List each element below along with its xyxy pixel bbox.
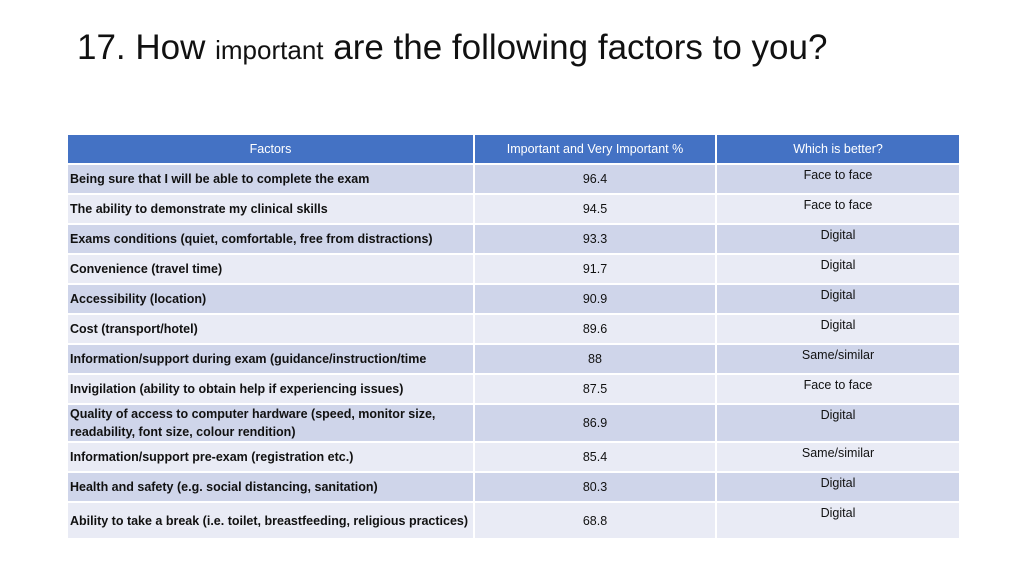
table-row: The ability to demonstrate my clinical s…: [68, 193, 959, 224]
percent-cell: 94.5: [474, 193, 717, 224]
percent-cell: 88: [474, 343, 717, 374]
percent-cell: 87.5: [474, 373, 717, 404]
better-cell: Face to face: [716, 193, 959, 224]
factor-cell: Ability to take a break (i.e. toilet, br…: [68, 501, 475, 538]
better-cell: Digital: [716, 501, 959, 538]
table-row: Invigilation (ability to obtain help if …: [68, 373, 959, 404]
better-cell: Digital: [716, 253, 959, 284]
factor-cell: Being sure that I will be able to comple…: [68, 163, 475, 194]
header-importance: Important and Very Important %: [474, 135, 717, 164]
table-row: Quality of access to computer hardware (…: [68, 403, 959, 442]
percent-cell: 90.9: [474, 283, 717, 314]
better-cell: Face to face: [716, 373, 959, 404]
percent-cell: 89.6: [474, 313, 717, 344]
factor-cell: Health and safety (e.g. social distancin…: [68, 471, 475, 502]
table-row: Being sure that I will be able to comple…: [68, 163, 959, 194]
better-cell: Same/similar: [716, 441, 959, 472]
slide-title: 17. How important are the following fact…: [77, 28, 827, 68]
factor-cell: The ability to demonstrate my clinical s…: [68, 193, 475, 224]
table-row: Accessibility (location) 90.9 Digital: [68, 283, 959, 314]
better-cell: Digital: [716, 283, 959, 314]
better-cell: Same/similar: [716, 343, 959, 374]
factor-cell: Cost (transport/hotel): [68, 313, 475, 344]
header-which-better: Which is better?: [716, 135, 959, 164]
factor-cell: Convenience (travel time): [68, 253, 475, 284]
better-cell: Digital: [716, 313, 959, 344]
percent-cell: 93.3: [474, 223, 717, 254]
factor-cell: Information/support during exam (guidanc…: [68, 343, 475, 374]
table-header-row: Factors Important and Very Important % W…: [68, 135, 959, 164]
factors-table: Factors Important and Very Important % W…: [68, 135, 959, 538]
table-row: Information/support during exam (guidanc…: [68, 343, 959, 374]
percent-cell: 91.7: [474, 253, 717, 284]
table-row: Cost (transport/hotel) 89.6 Digital: [68, 313, 959, 344]
better-cell: Digital: [716, 471, 959, 502]
factor-cell: Invigilation (ability to obtain help if …: [68, 373, 475, 404]
factor-cell: Exams conditions (quiet, comfortable, fr…: [68, 223, 475, 254]
table-row: Information/support pre-exam (registrati…: [68, 441, 959, 472]
factor-cell: Accessibility (location): [68, 283, 475, 314]
table-row: Convenience (travel time) 91.7 Digital: [68, 253, 959, 284]
percent-cell: 86.9: [474, 403, 717, 442]
better-cell: Digital: [716, 223, 959, 254]
percent-cell: 96.4: [474, 163, 717, 194]
title-part-2: important: [215, 35, 324, 65]
header-factors: Factors: [68, 135, 475, 164]
title-part-1: 17. How: [77, 28, 216, 67]
percent-cell: 68.8: [474, 501, 717, 538]
percent-cell: 85.4: [474, 441, 717, 472]
title-part-3: are the following factors to you?: [323, 28, 828, 67]
percent-cell: 80.3: [474, 471, 717, 502]
factor-cell: Quality of access to computer hardware (…: [68, 403, 475, 442]
table-row: Exams conditions (quiet, comfortable, fr…: [68, 223, 959, 254]
factor-cell: Information/support pre-exam (registrati…: [68, 441, 475, 472]
table-row: Ability to take a break (i.e. toilet, br…: [68, 501, 959, 538]
better-cell: Digital: [716, 403, 959, 442]
table-row: Health and safety (e.g. social distancin…: [68, 471, 959, 502]
better-cell: Face to face: [716, 163, 959, 194]
